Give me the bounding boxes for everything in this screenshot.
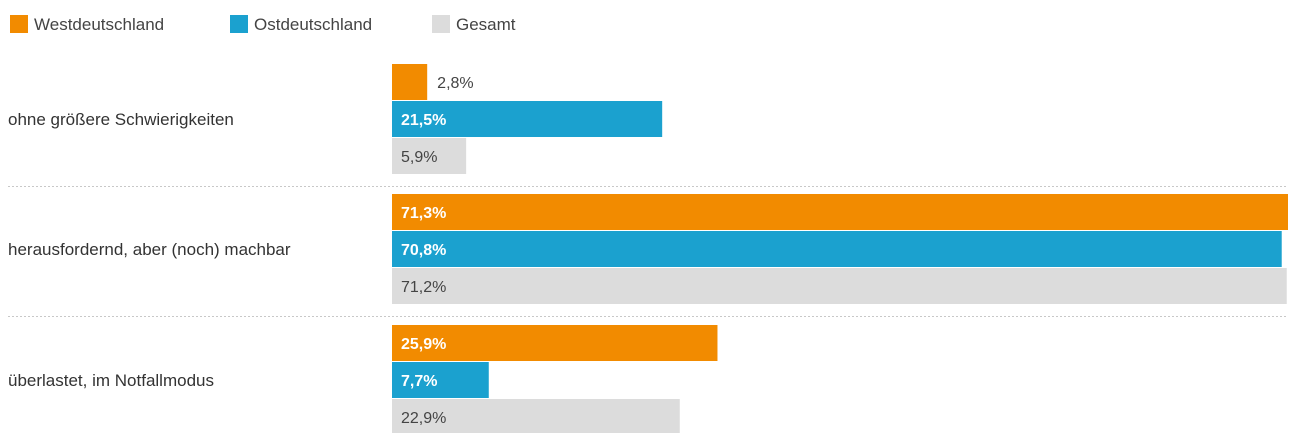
bar-ostdeutschland-ohne-groessere-schwierigkeiten (392, 101, 663, 137)
legend-swatch-gesamt (432, 15, 450, 33)
category-label-ueberlastet-im-notfallmodus: überlastet, im Notfallmodus (8, 371, 214, 390)
value-label-gesamt-ueberlastet-im-notfallmodus: 22,9% (401, 410, 446, 427)
value-label-ostdeutschland-ohne-groessere-schwierigkeiten: 21,5% (401, 112, 446, 129)
legend-label-gesamt: Gesamt (456, 15, 516, 34)
bar-westdeutschland-ohne-groessere-schwierigkeiten (392, 64, 428, 100)
value-labels: 2,8% 21,5% 5,9% 71,3% 70,8% 71,2% 25,9% 7,7% 22,… (401, 75, 474, 427)
value-label-ostdeutschland-ueberlastet-im-notfallmodus: 7,7% (401, 373, 437, 390)
category-label-ohne-groessere-schwierigkeiten: ohne größere Schwierigkeiten (8, 110, 234, 129)
bars (392, 64, 1288, 433)
value-label-gesamt-ohne-groessere-schwierigkeiten: 5,9% (401, 149, 437, 166)
bar-ostdeutschland-herausfordernd-aber-noch-machbar (392, 231, 1282, 267)
bar-westdeutschland-herausfordernd-aber-noch-machbar (392, 194, 1288, 230)
legend: Westdeutschland Ostdeutschland Gesamt (10, 15, 516, 34)
bar-ostdeutschland-ueberlastet-im-notfallmodus (392, 362, 489, 398)
category-labels: ohne größere Schwierigkeiten herausforder… (8, 110, 291, 390)
legend-label-ostdeutschland: Ostdeutschland (254, 15, 372, 34)
legend-swatch-ostdeutschland (230, 15, 248, 33)
value-label-westdeutschland-ohne-groessere-schwierigkeiten: 2,8% (437, 75, 473, 92)
category-separators (8, 186, 1288, 317)
bar-westdeutschland-ueberlastet-im-notfallmodus (392, 325, 718, 361)
bar-gesamt-ueberlastet-im-notfallmodus (392, 399, 680, 433)
value-label-gesamt-herausfordernd-aber-noch-machbar: 71,2% (401, 279, 446, 296)
value-label-westdeutschland-ueberlastet-im-notfallmodus: 25,9% (401, 336, 446, 353)
category-label-herausfordernd-aber-noch-machbar: herausfordernd, aber (noch) machbar (8, 240, 291, 259)
legend-swatch-westdeutschland (10, 15, 28, 33)
value-label-westdeutschland-herausfordernd-aber-noch-machbar: 71,3% (401, 205, 446, 222)
bar-gesamt-herausfordernd-aber-noch-machbar (392, 268, 1287, 304)
bar-gesamt-ohne-groessere-schwierigkeiten (392, 138, 467, 174)
value-label-ostdeutschland-herausfordernd-aber-noch-machbar: 70,8% (401, 242, 446, 259)
legend-label-westdeutschland: Westdeutschland (34, 15, 164, 34)
